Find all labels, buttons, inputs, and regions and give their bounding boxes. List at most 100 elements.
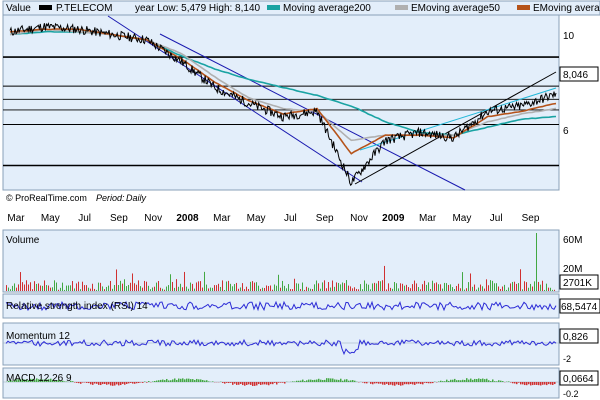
volume-bar bbox=[392, 288, 393, 291]
volume-bar bbox=[530, 283, 531, 291]
volume-bar bbox=[268, 286, 269, 291]
macd-bar bbox=[402, 382, 404, 386]
volume-bar bbox=[404, 285, 405, 291]
macd-bar bbox=[538, 382, 540, 386]
macd-bar bbox=[430, 382, 432, 384]
macd-bar bbox=[8, 380, 10, 382]
volume-bar bbox=[402, 283, 403, 291]
macd-bar bbox=[166, 378, 168, 382]
rsi-panel: Relative strength index (RSI) 14 68,5474 bbox=[2, 293, 600, 319]
volume-bar bbox=[436, 282, 437, 291]
macd-bar bbox=[382, 382, 384, 385]
macd-bar bbox=[516, 382, 518, 385]
x-tick-label: May bbox=[41, 213, 60, 224]
macd-bar bbox=[314, 379, 316, 382]
macd-bar bbox=[524, 382, 526, 386]
macd-bar bbox=[278, 382, 280, 383]
volume-bar bbox=[400, 283, 401, 291]
volume-bar bbox=[164, 289, 165, 291]
macd-bar bbox=[196, 378, 198, 382]
volume-bar bbox=[550, 287, 551, 291]
x-tick-label: Mar bbox=[419, 213, 437, 224]
volume-bar bbox=[198, 281, 199, 291]
macd-bar bbox=[378, 382, 380, 384]
macd-bar bbox=[536, 382, 538, 385]
macd-bar bbox=[186, 378, 188, 382]
macd-bar bbox=[366, 382, 368, 384]
macd-bar bbox=[332, 378, 334, 382]
volume-bar bbox=[454, 289, 455, 291]
value-label: Value bbox=[6, 3, 31, 14]
volume-bar bbox=[500, 288, 501, 291]
volume-bar bbox=[94, 288, 95, 291]
volume-bar bbox=[66, 285, 67, 291]
volume-bar bbox=[472, 286, 473, 291]
volume-bar bbox=[176, 279, 177, 291]
volume-bar bbox=[38, 283, 39, 291]
macd-bar bbox=[432, 382, 434, 384]
volume-bar bbox=[276, 285, 277, 291]
macd-bar bbox=[14, 379, 16, 382]
volume-bar bbox=[362, 289, 363, 291]
macd-bar bbox=[520, 382, 522, 385]
macd-bar bbox=[100, 382, 102, 386]
volume-bar bbox=[504, 284, 505, 291]
macd-bar bbox=[486, 378, 488, 382]
macd-bar bbox=[32, 378, 34, 382]
macd-bar bbox=[276, 382, 278, 385]
volume-bar bbox=[322, 282, 323, 291]
year-range-label: year Low: 5,479 High: 8,140 bbox=[135, 3, 261, 14]
macd-bar bbox=[104, 382, 106, 385]
volume-bar bbox=[354, 287, 355, 291]
volume-bar bbox=[378, 280, 379, 291]
volume-bar bbox=[128, 284, 129, 291]
macd-bar bbox=[136, 382, 138, 384]
macd-bar bbox=[188, 378, 190, 382]
macd-bar bbox=[450, 379, 452, 382]
volume-bar bbox=[24, 284, 25, 291]
volume-bar bbox=[210, 287, 211, 291]
volume-bar bbox=[166, 286, 167, 291]
period-value: Daily bbox=[126, 193, 147, 203]
volume-bar bbox=[188, 288, 189, 291]
macd-bar bbox=[160, 379, 162, 382]
volume-bar bbox=[148, 285, 149, 291]
volume-bar bbox=[102, 286, 103, 291]
volume-bar bbox=[330, 287, 331, 291]
volume-bar bbox=[318, 283, 319, 291]
ticker-swatch bbox=[39, 5, 52, 10]
macd-bar bbox=[152, 381, 154, 382]
volume-bar bbox=[134, 283, 135, 291]
macd-bar bbox=[204, 380, 206, 382]
volume-bar bbox=[118, 285, 119, 291]
volume-bar bbox=[476, 289, 477, 291]
volume-bar bbox=[214, 285, 215, 291]
macd-bar bbox=[448, 380, 450, 382]
macd-bar bbox=[498, 380, 500, 382]
macd-bar bbox=[138, 382, 140, 384]
macd-bar bbox=[242, 382, 244, 386]
macd-bar bbox=[352, 380, 354, 382]
macd-bar bbox=[452, 379, 454, 382]
volume-bar bbox=[508, 287, 509, 291]
volume-bar bbox=[220, 286, 221, 291]
volume-bar bbox=[528, 287, 529, 291]
macd-bar bbox=[158, 380, 160, 382]
volume-value: 2701K bbox=[563, 278, 592, 289]
volume-bar bbox=[370, 289, 371, 291]
macd-bar bbox=[12, 381, 14, 382]
macd-bar bbox=[482, 378, 484, 382]
volume-bar bbox=[170, 274, 171, 291]
volume-bar bbox=[538, 281, 539, 291]
macd-bar bbox=[118, 382, 120, 386]
volume-bar bbox=[216, 285, 217, 291]
volume-bar bbox=[74, 288, 75, 291]
x-tick-label: 2008 bbox=[176, 213, 199, 224]
macd-bar bbox=[442, 381, 444, 382]
macd-bar bbox=[426, 382, 428, 384]
volume-bar bbox=[182, 287, 183, 291]
macd-bar bbox=[232, 382, 234, 385]
volume-bar bbox=[314, 284, 315, 291]
macd-bar bbox=[88, 382, 90, 384]
volume-bar bbox=[152, 287, 153, 291]
